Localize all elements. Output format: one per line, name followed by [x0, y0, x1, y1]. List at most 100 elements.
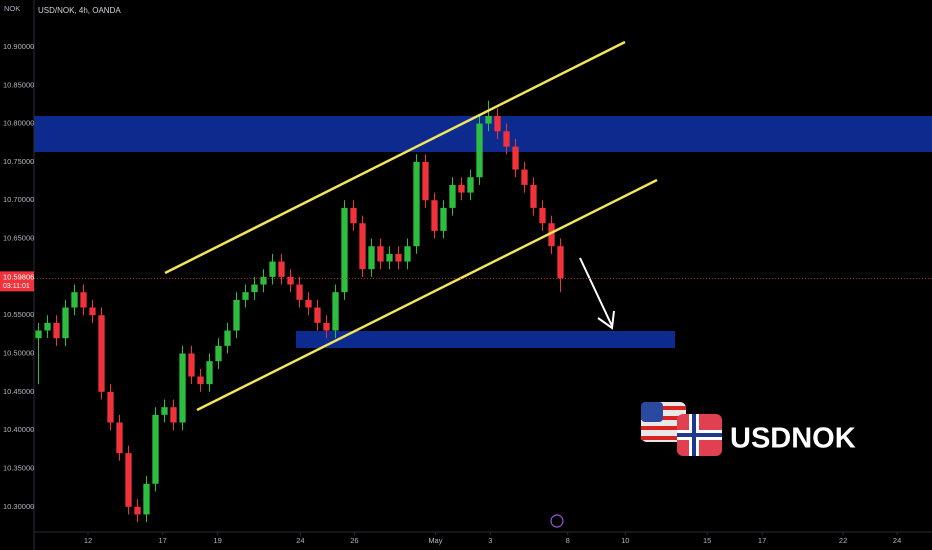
flags [641, 402, 722, 456]
y-tick-label: 10.30000 [3, 502, 34, 511]
candle-body [44, 322, 51, 331]
x-tick-label: 3 [488, 536, 492, 545]
event-icon [550, 514, 564, 528]
currency: NOK [4, 4, 20, 13]
us-stripe [641, 416, 686, 420]
x-tick-label: 26 [350, 536, 358, 545]
candle-body [341, 207, 348, 293]
candle-body [539, 207, 546, 224]
candle-body [98, 315, 105, 392]
candle-body [512, 146, 519, 170]
candle-body [125, 453, 132, 507]
x-tick-label: May [428, 536, 442, 545]
y-tick-label: 10.50000 [3, 348, 34, 357]
candle-body [71, 292, 78, 308]
x-tick-label: 10 [621, 536, 629, 545]
candle-body [224, 330, 231, 346]
candle-body [431, 200, 438, 231]
candle-body [35, 330, 42, 339]
candle-body [179, 353, 186, 423]
candle-body [170, 407, 177, 423]
drawings [164, 40, 658, 528]
x-tick-label: 15 [703, 536, 711, 545]
candle-body [548, 223, 555, 247]
x-tick-label: 12 [84, 536, 92, 545]
candle-body [215, 345, 222, 362]
candle-body [395, 253, 402, 262]
channel-upper [164, 40, 626, 275]
y-tick-label: 10.85000 [3, 80, 34, 89]
candle-body [368, 246, 375, 270]
candle-body [260, 276, 267, 285]
arrow-head [597, 310, 615, 330]
candle-body [377, 246, 384, 262]
y-tick-label: 10.40000 [3, 425, 34, 434]
candle-body [323, 322, 330, 331]
candle-body [206, 361, 213, 385]
us-stripe [641, 436, 686, 440]
candle-body [134, 506, 141, 515]
channel-lower [196, 178, 658, 412]
symbol-title: USD/NOK, 4h, OANDA [38, 6, 121, 15]
y-tick-label: 10.70000 [3, 195, 34, 204]
support-zone [296, 331, 675, 348]
candle-body [404, 246, 411, 262]
x-tick-label: 24 [893, 536, 901, 545]
candle-body [161, 407, 168, 415]
candle-body [467, 177, 474, 193]
x-tick-label: 19 [213, 536, 221, 545]
candle-body [152, 414, 159, 484]
y-tick-label: 10.45000 [3, 387, 34, 396]
candle-body [62, 307, 69, 339]
candle-body [440, 207, 447, 231]
candle-body [557, 246, 564, 279]
y-tick-label: 10.35000 [3, 463, 34, 472]
y-tick-label: 10.75000 [3, 157, 34, 166]
last-price-box [0, 271, 34, 292]
candle-body [449, 184, 456, 208]
candle-body [107, 391, 114, 423]
x-tick-label: 17 [758, 536, 766, 545]
y-tick-label: 10.65000 [3, 234, 34, 243]
candle-body [278, 261, 285, 277]
axes: 10.90000 10.85000 10.80000 10.75000 10.70000… [0, 42, 932, 545]
candle-body [233, 299, 240, 331]
arrow [579, 257, 613, 327]
candle-body [458, 184, 465, 193]
candle-body [530, 184, 537, 208]
candle-body [251, 284, 258, 293]
candle-body [242, 292, 249, 300]
us-stripe [641, 426, 686, 430]
candle-body [476, 123, 483, 178]
candle-body [503, 131, 510, 147]
candle-body [359, 223, 366, 270]
candle-body [413, 161, 420, 247]
candle-body [197, 376, 204, 385]
candle-body [305, 299, 312, 308]
countdown: 03:11:01 [3, 283, 30, 290]
candle-body [314, 307, 321, 323]
candle-body [116, 422, 123, 454]
candle-body [53, 322, 60, 339]
x-tick-label: 17 [159, 536, 167, 545]
candle-body [386, 253, 393, 262]
x-tick-label: 8 [566, 536, 570, 545]
norway-cross [677, 433, 722, 437]
candle-body [332, 292, 339, 331]
candle-body [296, 284, 303, 300]
candle-body [80, 292, 87, 308]
us-canton [641, 402, 663, 422]
us-stripe [641, 406, 686, 410]
candle-body [485, 115, 492, 124]
candles [35, 100, 564, 523]
last-price-label: 10.59806 [3, 272, 34, 281]
candle-body [494, 115, 501, 132]
x-tick-label: 22 [839, 536, 847, 545]
candle-body [143, 483, 150, 515]
y-tick-label: 10.90000 [3, 42, 34, 51]
candle-body [422, 161, 429, 201]
zones [34, 116, 932, 348]
resistance-zone [34, 116, 932, 152]
candle-body [269, 261, 276, 277]
y-tick-label: 10.80000 [3, 119, 34, 128]
